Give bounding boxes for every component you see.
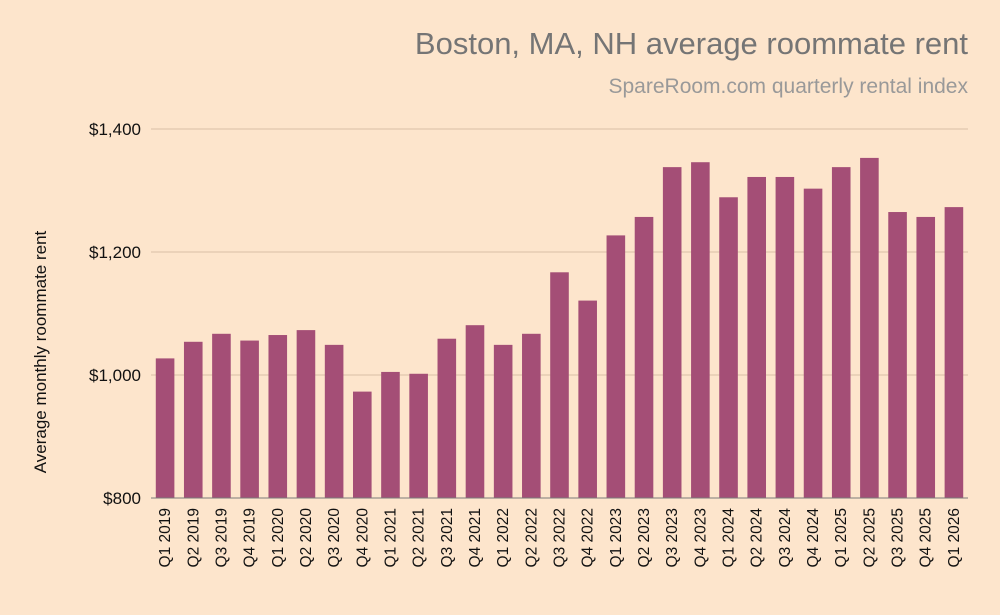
y-axis-label: Average monthly roommate rent [31, 230, 50, 473]
bar [296, 330, 316, 498]
x-tick-label: Q4 2023 [692, 508, 709, 567]
bar [916, 216, 936, 498]
x-tick-label: Q1 2021 [382, 508, 399, 567]
x-tick-label: Q1 2020 [270, 508, 287, 568]
bar [352, 391, 372, 498]
bar [268, 335, 288, 498]
x-tick-label: Q3 2019 [213, 508, 230, 567]
x-tick-label: Q4 2024 [805, 508, 822, 568]
x-tick-label: Q1 2026 [946, 508, 963, 567]
chart-title: Boston, MA, NH average roommate rent [414, 26, 968, 61]
bar [691, 162, 710, 498]
x-tick-label: Q3 2021 [439, 508, 456, 567]
chart-subtitle: SpareRoom.com quarterly rental index [608, 75, 968, 98]
x-tick-label: Q2 2020 [298, 508, 315, 568]
x-tick-label: Q2 2019 [185, 508, 202, 567]
bar [860, 157, 879, 498]
bar [634, 216, 654, 498]
x-tick-label: Q1 2022 [495, 508, 512, 567]
bar [240, 340, 259, 498]
axes: $800 $1,000 $1,200 $1,400 Q1 2019 Q2 2019 Q3 2… [89, 120, 968, 567]
bar [775, 176, 795, 498]
x-tick-label: Q2 2021 [411, 508, 428, 567]
y-tick-label: $1,400 [89, 120, 141, 139]
x-tick-label: Q3 2024 [777, 508, 794, 568]
bar [155, 358, 175, 498]
x-tick-label: Q4 2019 [242, 508, 259, 567]
bar [550, 272, 569, 498]
x-tick-label: Q1 2024 [721, 508, 738, 568]
bar [662, 167, 682, 498]
bar [437, 338, 457, 498]
y-tick-label: $1,200 [89, 243, 141, 262]
bar [719, 197, 738, 498]
x-tick-label: Q2 2025 [861, 508, 878, 567]
x-tick-label: Q1 2023 [608, 508, 625, 567]
x-tick-label: Q3 2022 [552, 508, 569, 567]
bar [212, 333, 231, 498]
bar [381, 371, 400, 498]
bar [803, 188, 823, 498]
bar [493, 344, 513, 498]
x-tick-label: Q4 2021 [467, 508, 484, 567]
bar [324, 344, 344, 498]
bars [155, 157, 964, 499]
bar [747, 176, 767, 498]
x-tick-label: Q1 2019 [157, 508, 174, 567]
bar [944, 207, 964, 499]
x-tick-label: Q3 2025 [890, 508, 907, 567]
bar [465, 325, 485, 498]
bar [831, 167, 851, 498]
bar [578, 300, 597, 498]
y-tick-label: $1,000 [89, 366, 141, 385]
x-tick-label: Q2 2023 [636, 508, 653, 567]
x-tick-label: Q3 2023 [664, 508, 681, 567]
bar [606, 235, 626, 498]
x-tick-label: Q3 2020 [326, 508, 343, 568]
x-tick-label: Q2 2022 [523, 508, 540, 567]
x-tick-label: Q4 2022 [580, 508, 597, 567]
bar [183, 341, 203, 498]
x-tick-label: Q4 2025 [918, 508, 935, 567]
x-tick-label: Q2 2024 [749, 508, 766, 568]
y-tick-label: $800 [103, 489, 141, 508]
bar [522, 333, 541, 498]
bar [409, 373, 428, 498]
bar [888, 212, 907, 498]
x-tick-label: Q4 2020 [354, 508, 371, 568]
x-tick-label: Q1 2025 [833, 508, 850, 567]
